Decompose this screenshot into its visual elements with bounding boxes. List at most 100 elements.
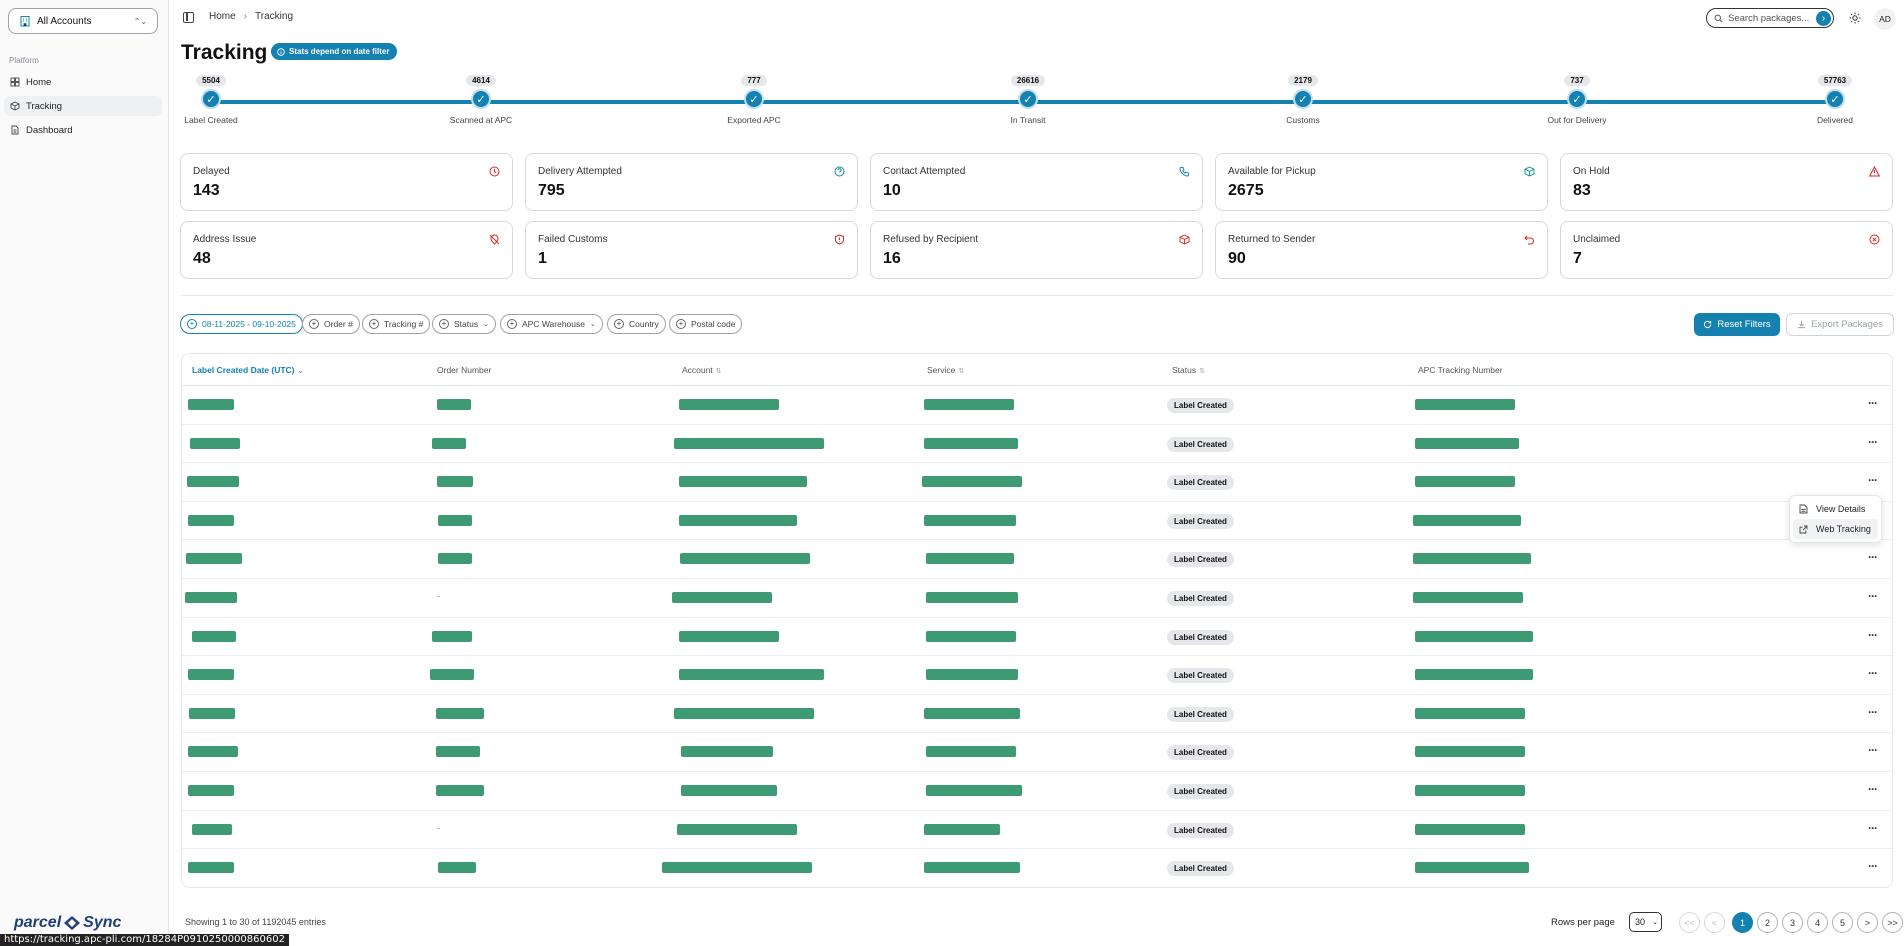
stat-card-delayed[interactable]: Delayed 143 bbox=[180, 153, 513, 211]
reset-filters-button[interactable]: Reset Filters bbox=[1694, 313, 1780, 336]
more-actions-icon[interactable]: ··· bbox=[1868, 666, 1878, 681]
more-actions-icon[interactable]: ··· bbox=[1868, 473, 1878, 488]
sidebar-toggle-icon[interactable] bbox=[183, 12, 194, 23]
more-actions-icon[interactable]: ··· bbox=[1868, 704, 1878, 719]
table-row[interactable]: Label Created··· bbox=[182, 772, 1892, 811]
cell-account-redacted bbox=[674, 437, 824, 449]
cell-service-redacted bbox=[924, 707, 1020, 719]
table-row[interactable]: Label Created··· bbox=[182, 502, 1892, 541]
progress-step-customs[interactable]: 2179 ✓ Customs bbox=[1253, 72, 1353, 125]
menu-item-view-details[interactable]: View Details bbox=[1793, 499, 1878, 519]
clock-icon bbox=[489, 166, 500, 177]
table-row[interactable]: Label Created··· bbox=[182, 656, 1892, 695]
last-page-button[interactable]: >> bbox=[1882, 912, 1903, 933]
stat-card-unclaimed[interactable]: Unclaimed 7 bbox=[1560, 221, 1893, 279]
cell-tracking-number-redacted bbox=[1415, 437, 1519, 449]
table-row[interactable]: Label Created ··· bbox=[182, 618, 1892, 657]
stat-card-failed-customs[interactable]: Failed Customs 1 bbox=[525, 221, 858, 279]
chevron-down-icon: ⌄ bbox=[590, 321, 596, 328]
progress-step-scanned[interactable]: 4614 ✓ Scanned at APC bbox=[431, 72, 531, 125]
cell-service-redacted bbox=[924, 862, 1020, 874]
cell-account-redacted bbox=[677, 823, 797, 835]
previous-page-button[interactable]: < bbox=[1704, 912, 1725, 933]
sidebar-item-tracking[interactable]: Tracking bbox=[4, 96, 162, 116]
menu-item-label: Web Tracking bbox=[1816, 524, 1871, 534]
stat-card-refused-by-recipient[interactable]: Refused by Recipient 16 bbox=[870, 221, 1203, 279]
export-packages-button[interactable]: Export Packages bbox=[1786, 313, 1894, 336]
stat-card-value: 90 bbox=[1228, 250, 1246, 267]
more-actions-icon[interactable]: ··· bbox=[1868, 589, 1878, 603]
progress-step-out-for-delivery[interactable]: 737 ✓ Out for Delivery bbox=[1527, 72, 1627, 125]
reset-filters-label: Reset Filters bbox=[1717, 319, 1771, 330]
table-row[interactable]: Label Created··· bbox=[182, 425, 1892, 464]
stat-card-contact-attempted[interactable]: Contact Attempted 10 bbox=[870, 153, 1203, 211]
page-3-button[interactable]: 3 bbox=[1782, 912, 1803, 933]
table-row[interactable]: - Label Created ··· bbox=[182, 579, 1892, 618]
package-x-icon bbox=[1179, 234, 1190, 245]
filter-order[interactable]: + Order # bbox=[302, 314, 360, 334]
avatar[interactable]: AD bbox=[1874, 8, 1896, 30]
status-badge: Label Created bbox=[1167, 629, 1234, 645]
filter-label: Status bbox=[454, 319, 479, 329]
progress-step-label-created[interactable]: 5504 ✓ Label Created bbox=[161, 72, 261, 125]
column-header-order-number[interactable]: Order Number bbox=[437, 365, 492, 375]
progress-step-delivered[interactable]: 57763 ✓ Delivered bbox=[1785, 72, 1885, 125]
stat-card-delivery-attempted[interactable]: Delivery Attempted 795 bbox=[525, 153, 858, 211]
theme-toggle-icon[interactable] bbox=[1849, 12, 1861, 24]
table-row[interactable]: Label Created··· bbox=[182, 386, 1892, 425]
more-actions-icon[interactable]: ··· bbox=[1868, 743, 1878, 758]
more-actions-icon[interactable]: ··· bbox=[1868, 627, 1878, 642]
cell-label-date-redacted bbox=[188, 746, 238, 758]
column-header-service[interactable]: Service ⇅ bbox=[927, 365, 965, 375]
sidebar-item-dashboard[interactable]: Dashboard bbox=[4, 120, 162, 140]
sidebar-item-home[interactable]: Home bbox=[4, 72, 162, 92]
next-page-button[interactable]: > bbox=[1857, 912, 1878, 933]
menu-item-web-tracking[interactable]: Web Tracking bbox=[1793, 519, 1878, 539]
document-icon bbox=[11, 125, 19, 135]
more-actions-icon[interactable]: ··· bbox=[1868, 820, 1878, 835]
column-header-label-created[interactable]: Label Created Date (UTC) ⌄ bbox=[192, 365, 304, 375]
search-input[interactable]: Search packages... › bbox=[1706, 8, 1834, 28]
page-2-button[interactable]: 2 bbox=[1757, 912, 1778, 933]
column-header-apc-tracking[interactable]: APC Tracking Number bbox=[1418, 365, 1503, 375]
column-header-account[interactable]: Account ⇅ bbox=[682, 365, 722, 375]
step-count: 57763 bbox=[1817, 75, 1853, 86]
progress-step-in-transit[interactable]: 26616 ✓ In Transit bbox=[978, 72, 1078, 125]
cell-tracking-number-redacted bbox=[1413, 592, 1523, 603]
plus-circle-icon: + bbox=[309, 319, 319, 329]
first-page-button[interactable]: << bbox=[1679, 912, 1700, 933]
table-row[interactable]: Label Created··· bbox=[182, 733, 1892, 772]
filter-country[interactable]: + Country bbox=[607, 314, 666, 334]
table-row[interactable]: Label Created··· bbox=[182, 695, 1892, 734]
page-5-button[interactable]: 5 bbox=[1832, 912, 1853, 933]
stat-card-available-for-pickup[interactable]: Available for Pickup 2675 bbox=[1215, 153, 1548, 211]
page-4-button[interactable]: 4 bbox=[1807, 912, 1828, 933]
table-row[interactable]: Label Created··· bbox=[182, 463, 1892, 502]
rows-per-page-select[interactable]: 30 ⌄ bbox=[1629, 912, 1662, 932]
stat-card-returned-to-sender[interactable]: Returned to Sender 90 bbox=[1215, 221, 1548, 279]
table-row[interactable]: Label Created ··· bbox=[182, 540, 1892, 579]
stat-card-on-hold[interactable]: On Hold 83 bbox=[1560, 153, 1893, 211]
date-range-filter[interactable]: + 08-11-2025 - 09-10-2025 bbox=[180, 314, 303, 334]
table-row[interactable]: Label Created··· bbox=[182, 849, 1892, 887]
more-actions-icon[interactable]: ··· bbox=[1868, 782, 1878, 796]
stat-card-title: Contact Attempted bbox=[883, 166, 966, 177]
search-placeholder: Search packages... bbox=[1728, 12, 1810, 24]
stat-card-address-issue[interactable]: Address Issue 48 bbox=[180, 221, 513, 279]
filter-apc-warehouse[interactable]: + APC Warehouse ⌄ bbox=[500, 314, 603, 334]
filter-tracking[interactable]: + Tracking # bbox=[362, 314, 431, 334]
more-actions-icon[interactable]: ··· bbox=[1868, 550, 1878, 565]
breadcrumb-home[interactable]: Home bbox=[209, 11, 236, 22]
page-1-button[interactable]: 1 bbox=[1732, 912, 1753, 933]
filter-status[interactable]: + Status ⌄ bbox=[432, 314, 496, 334]
search-submit-button[interactable]: › bbox=[1816, 11, 1831, 26]
progress-step-exported[interactable]: 777 ✓ Exported APC bbox=[704, 72, 804, 125]
more-actions-icon[interactable]: ··· bbox=[1868, 434, 1878, 449]
column-header-status[interactable]: Status ⇅ bbox=[1172, 365, 1205, 375]
more-actions-icon[interactable]: ··· bbox=[1868, 396, 1878, 410]
filter-postal-code[interactable]: + Postal code bbox=[669, 314, 743, 334]
account-select[interactable]: All Accounts ⌃⌄ bbox=[8, 8, 158, 34]
status-badge: Label Created bbox=[1167, 552, 1234, 568]
more-actions-icon[interactable]: ··· bbox=[1868, 859, 1878, 874]
table-row[interactable]: - Label Created ··· bbox=[182, 811, 1892, 850]
